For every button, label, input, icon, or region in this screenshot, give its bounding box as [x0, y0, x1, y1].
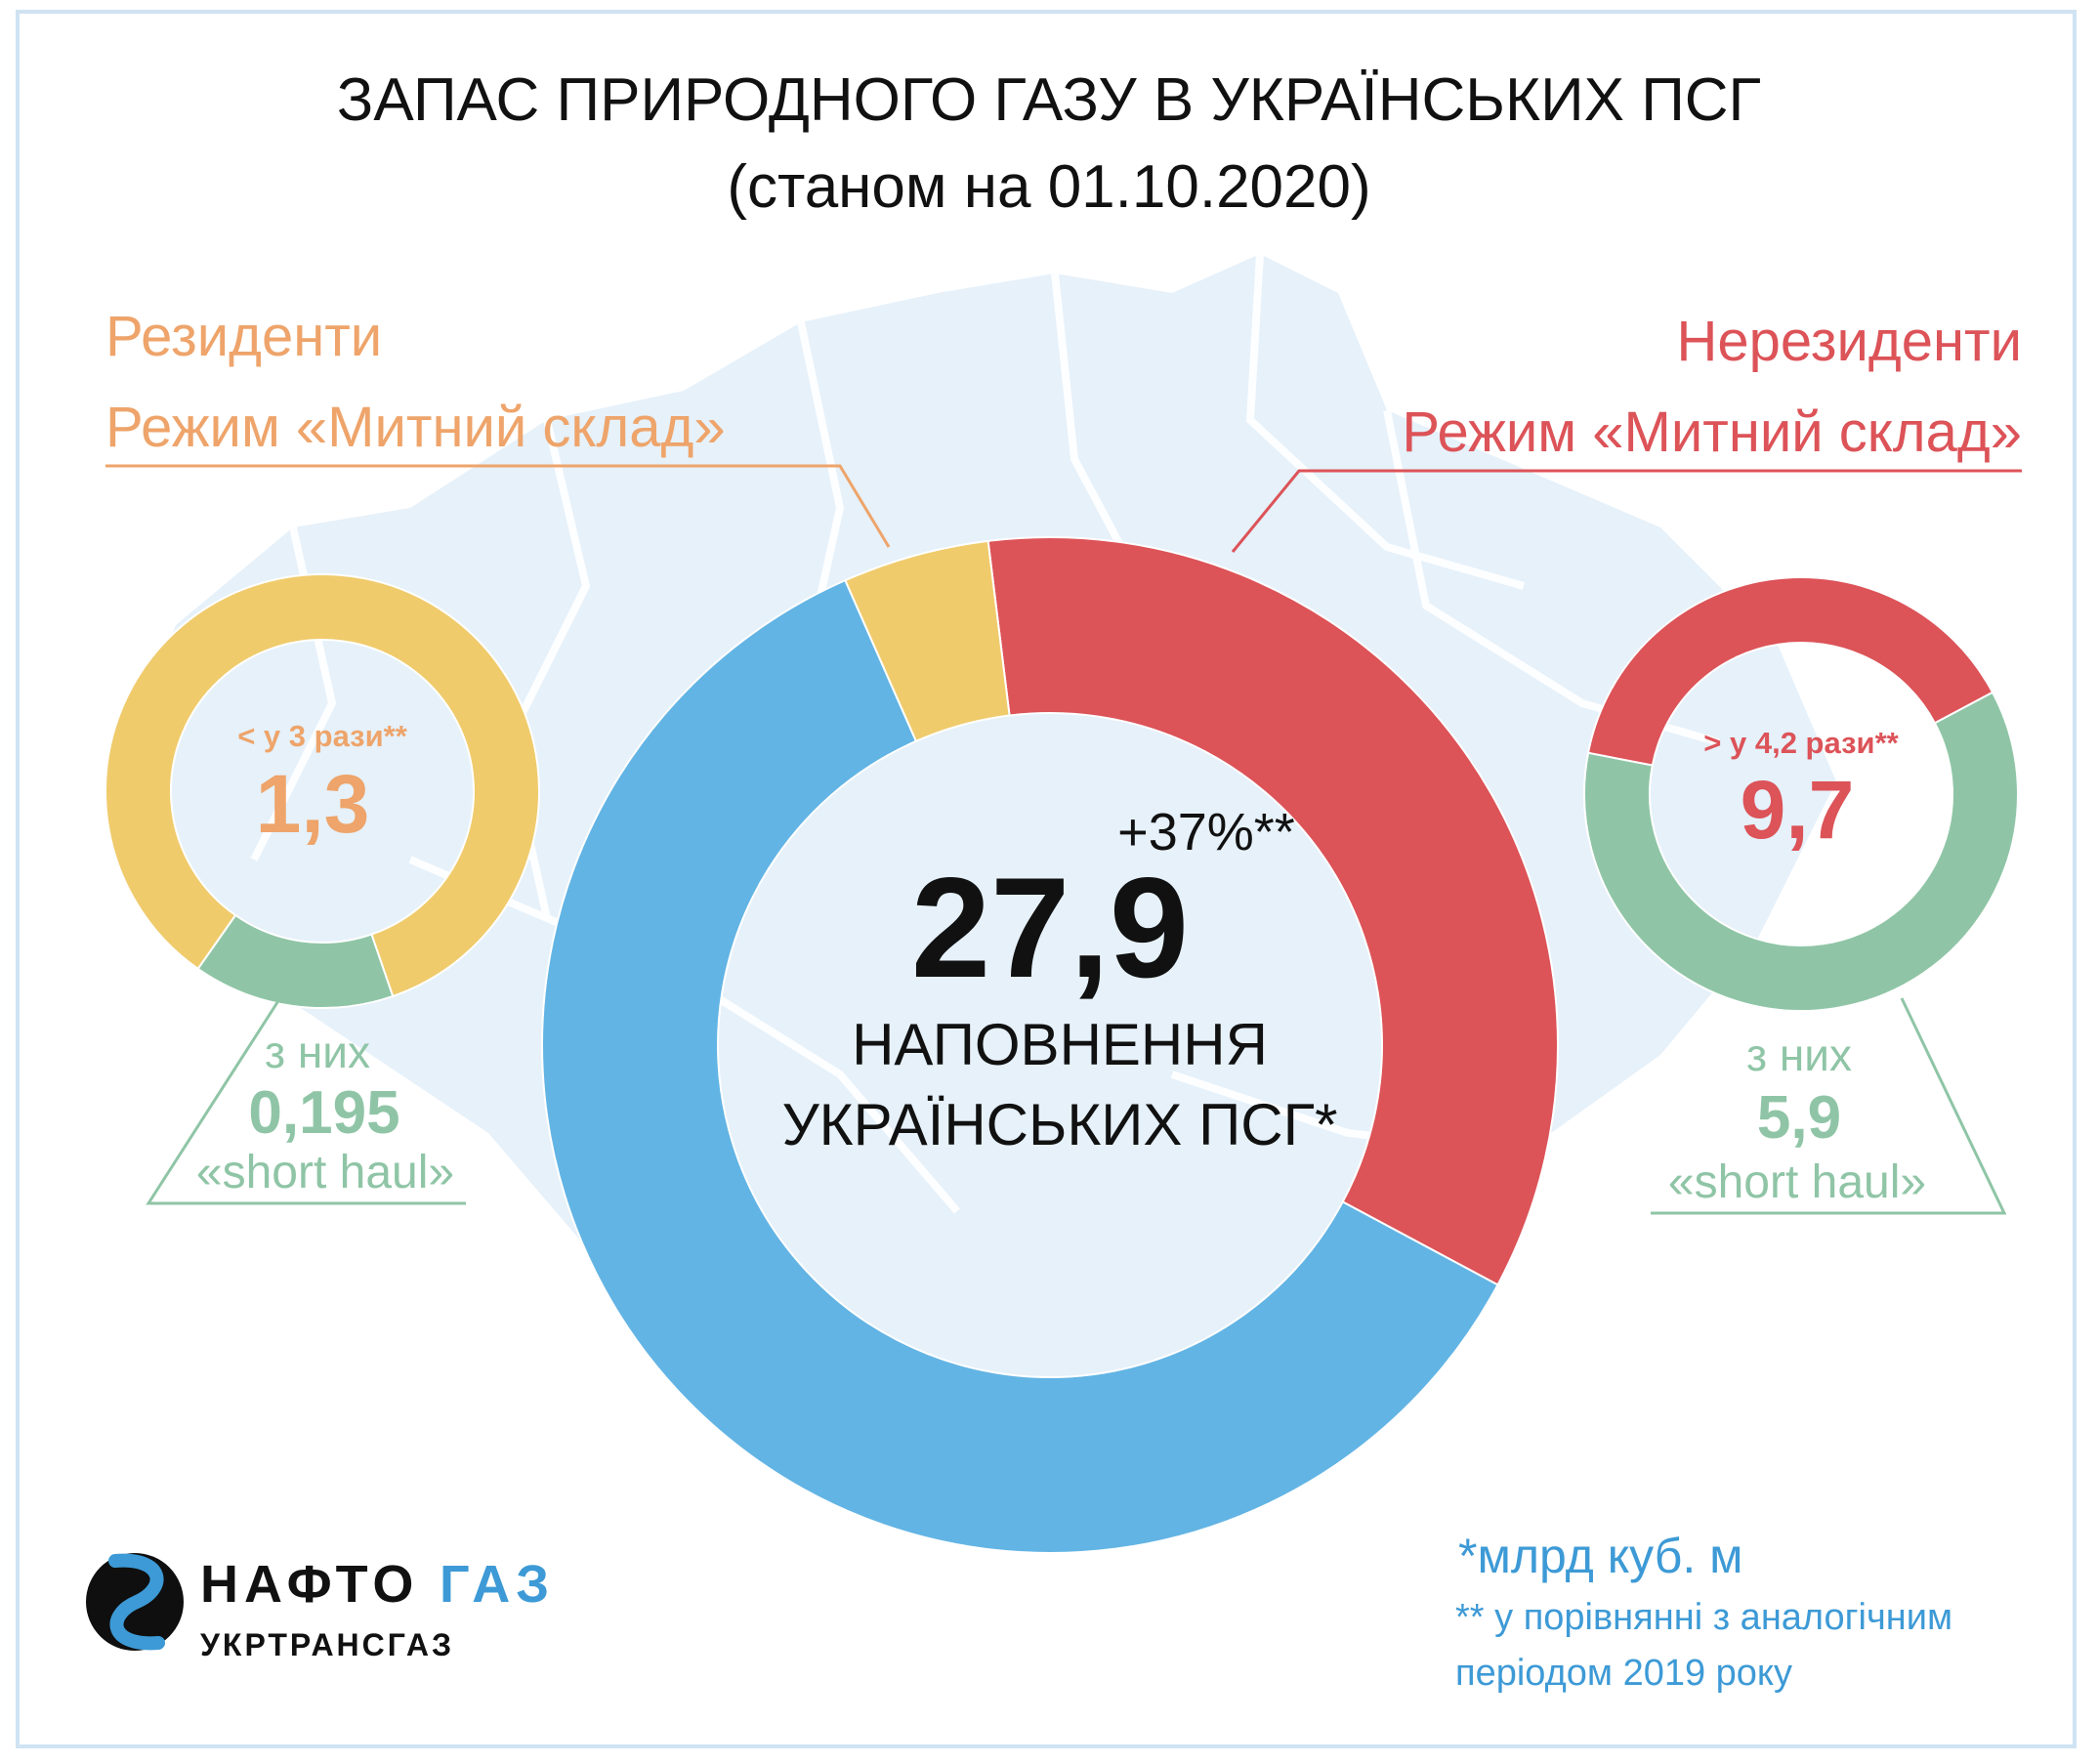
- nonresidents-regime-label: Режим «Митний склад»: [1402, 400, 2022, 464]
- compare-footnote-line2: періодом 2019 року: [1455, 1653, 1792, 1694]
- nonresidents-donut-slice-1: [1586, 576, 1994, 767]
- logo-brand-part1: НАФТО: [200, 1555, 419, 1614]
- chart-title-line2: (станом на 01.10.2020): [727, 153, 1370, 221]
- residents-regime-label: Режим «Митний склад»: [105, 396, 726, 459]
- main-center-label-line2: УКРАЇНСЬКИХ ПСГ*: [782, 1092, 1338, 1157]
- nonresidents-donut-slice-0: [1583, 691, 2019, 1012]
- residents-sub-leader-line: [146, 995, 466, 1205]
- main-donut-slice-0: [986, 536, 1559, 1286]
- residents-leader-line: [105, 464, 891, 548]
- main-donut-slice-2: [844, 539, 1011, 743]
- logo-subtitle: УКРТРАНСГАЗ: [200, 1627, 454, 1662]
- unit-footnote: *млрд куб. м: [1458, 1529, 1743, 1583]
- nonresidents-label: Нерезиденти: [1677, 310, 2022, 373]
- nonresidents-donut-chart: [1583, 576, 2019, 1012]
- nonresidents-leader-line: [1231, 469, 2022, 553]
- residents-donut-slice-1: [105, 573, 540, 998]
- naftogaz-logo: НАФТО ГАЗ УКРТРАНСГАЗ: [86, 1553, 555, 1662]
- main-total-value: 27,9: [911, 848, 1189, 1007]
- nonresidents-sub-value: 5,9: [1757, 1084, 1841, 1152]
- nonresidents-value: 9,7: [1741, 764, 1855, 856]
- main-donut-slice-1: [541, 578, 1499, 1554]
- residents-sub-caption: «short haul»: [196, 1147, 454, 1198]
- compare-footnote-line1: ** у порівнянні з аналогічним: [1455, 1597, 1952, 1638]
- main-donut-chart: [541, 536, 1559, 1554]
- logo-swoosh: [108, 1553, 165, 1651]
- residents-value: 1,3: [256, 758, 370, 850]
- residents-compare-label: < у 3 рази**: [237, 719, 408, 753]
- nonresidents-sub-label: з них: [1746, 1029, 1852, 1080]
- chart-title-line1: ЗАПАС ПРИРОДНОГО ГАЗУ В УКРАЇНСЬКИХ ПСГ: [337, 66, 1761, 134]
- residents-donut-chart: [105, 573, 540, 1010]
- frame-border: [16, 10, 2077, 1748]
- map-region-line: [250, 253, 1721, 1214]
- nonresidents-sub-leader-line: [1651, 997, 2007, 1215]
- nonresidents-sub-caption: «short haul»: [1668, 1156, 1926, 1208]
- main-center-label-line1: НАПОВНЕННЯ: [852, 1012, 1268, 1077]
- nonresidents-compare-label: > у 4,2 рази**: [1703, 726, 1899, 760]
- residents-sub-value: 0,195: [248, 1079, 399, 1147]
- main-change-label: +37%**: [1117, 803, 1295, 861]
- residents-label: Резиденти: [105, 305, 382, 368]
- logo-brand-part2: ГАЗ: [440, 1555, 555, 1614]
- residents-sub-label: з них: [265, 1027, 370, 1077]
